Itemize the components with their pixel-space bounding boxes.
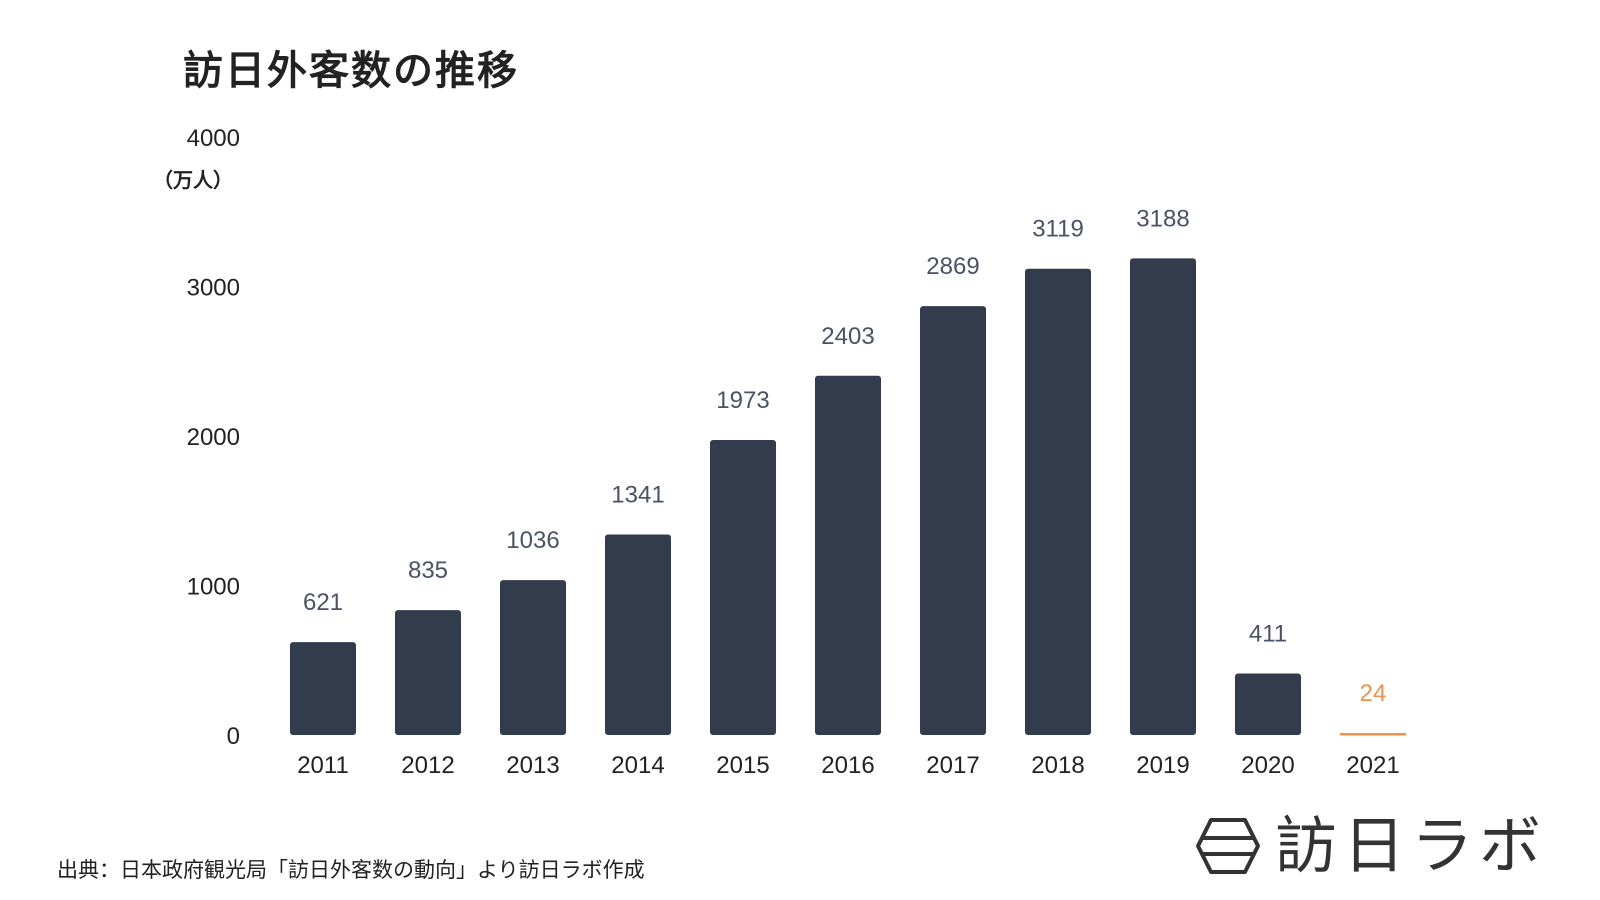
x-tick-label-2017: 2017 bbox=[926, 752, 979, 779]
y-tick-label: 1000 bbox=[187, 574, 240, 601]
x-tick-label-2015: 2015 bbox=[716, 752, 769, 779]
y-tick-label: 0 bbox=[227, 723, 240, 750]
value-label-2017: 2869 bbox=[926, 253, 979, 280]
x-axis-ticks: 2011 2012 2013 2014 2015 2016 2017 2018 2019 2020… bbox=[297, 752, 1400, 779]
bars bbox=[290, 258, 1406, 736]
brand-logo: 訪日ラボ bbox=[1195, 810, 1555, 882]
logo-text: 訪日ラボ bbox=[1275, 809, 1548, 882]
value-label-2016: 2403 bbox=[821, 323, 874, 350]
value-label-2020: 411 bbox=[1249, 621, 1287, 648]
bar-2021 bbox=[1340, 733, 1406, 736]
value-label-2014: 1341 bbox=[611, 482, 664, 509]
x-tick-label-2012: 2012 bbox=[401, 752, 454, 779]
y-axis-ticks: 0 1000 2000 3000 4000 bbox=[187, 125, 240, 750]
y-tick-label: 4000 bbox=[187, 125, 240, 152]
chart-title: 訪日外客数の推移 bbox=[183, 48, 519, 94]
x-tick-label-2021: 2021 bbox=[1346, 752, 1399, 779]
y-tick-label: 3000 bbox=[187, 275, 240, 302]
value-label-2013: 1036 bbox=[506, 527, 559, 554]
y-axis-unit-label: （万人） bbox=[153, 168, 233, 192]
bar-2013 bbox=[500, 580, 566, 735]
source-note: 出典：日本政府観光局「訪日外客数の動向」より訪日ラボ作成 bbox=[57, 858, 645, 882]
bar-2014 bbox=[605, 534, 671, 735]
bar-2015 bbox=[710, 440, 776, 735]
x-tick-label-2014: 2014 bbox=[611, 752, 664, 779]
bar-2011 bbox=[290, 642, 356, 735]
bar-2020 bbox=[1235, 673, 1301, 735]
hexagon-logo-icon bbox=[1196, 818, 1260, 874]
value-label-2015: 1973 bbox=[716, 387, 769, 414]
x-tick-label-2019: 2019 bbox=[1136, 752, 1189, 779]
bar-2012 bbox=[395, 610, 461, 735]
x-tick-label-2013: 2013 bbox=[506, 752, 559, 779]
value-label-2021: 24 bbox=[1360, 680, 1387, 707]
x-tick-label-2011: 2011 bbox=[297, 752, 349, 779]
bar-2016 bbox=[815, 375, 881, 735]
bar-chart: 0 1000 2000 3000 4000 621 835 1036 1341 1973 2403… bbox=[187, 125, 1406, 779]
x-tick-label-2018: 2018 bbox=[1031, 752, 1084, 779]
value-labels: 621 835 1036 1341 1973 2403 2869 3119 3188 411 24 bbox=[303, 205, 1386, 707]
bar-2019 bbox=[1130, 258, 1196, 735]
value-label-2019: 3188 bbox=[1136, 205, 1189, 232]
bar-2018 bbox=[1025, 268, 1091, 735]
value-label-2012: 835 bbox=[408, 557, 448, 584]
value-label-2018: 3119 bbox=[1032, 216, 1084, 243]
x-tick-label-2016: 2016 bbox=[821, 752, 874, 779]
bar-2017 bbox=[920, 306, 986, 735]
x-tick-label-2020: 2020 bbox=[1241, 752, 1294, 779]
y-tick-label: 2000 bbox=[187, 424, 240, 451]
value-label-2011: 621 bbox=[303, 589, 343, 616]
